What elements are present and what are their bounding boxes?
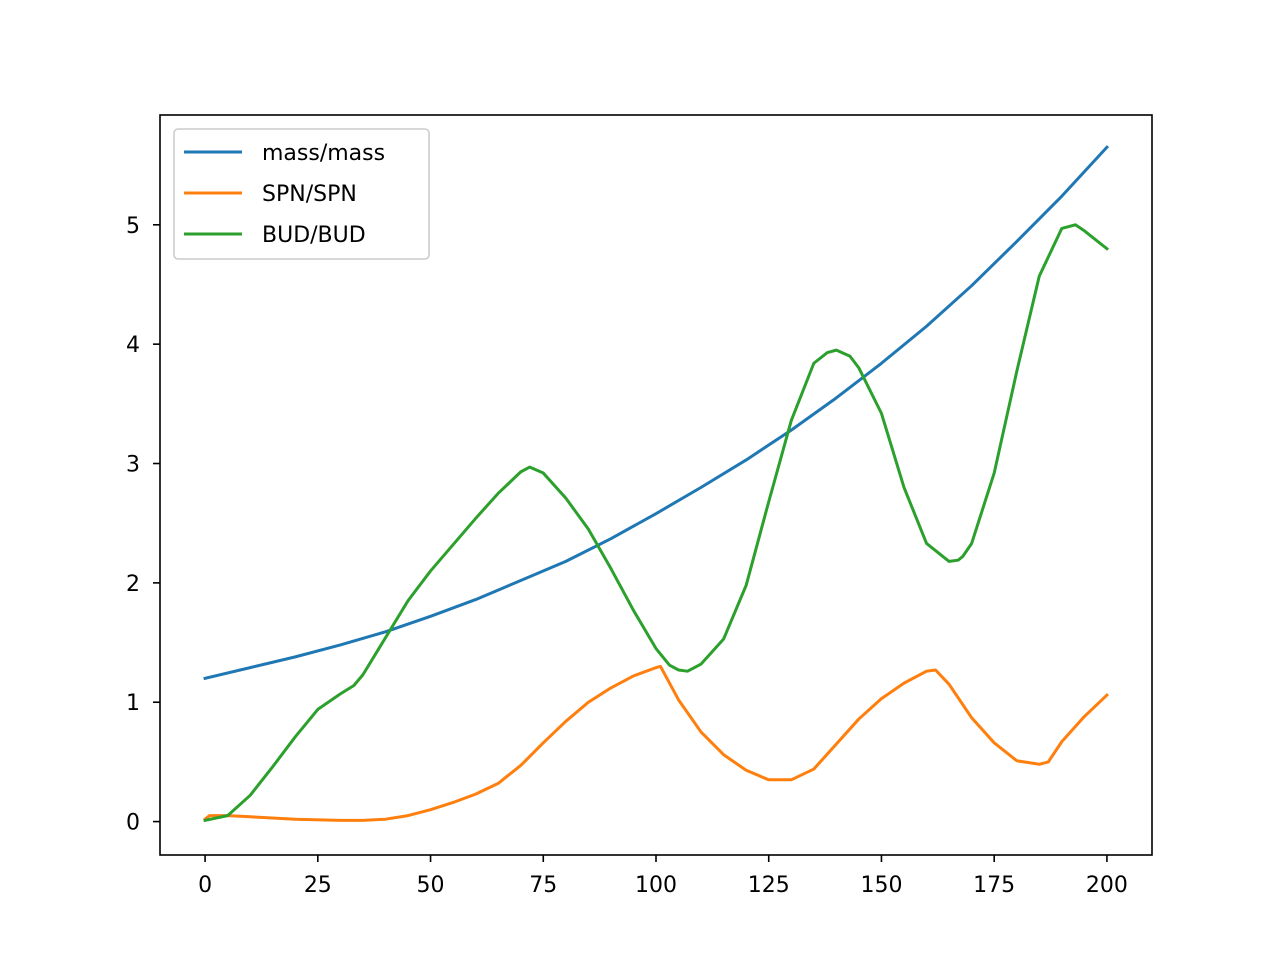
y-tick-label: 1: [126, 691, 140, 716]
y-tick-label: 2: [126, 572, 140, 597]
legend: mass/mass SPN/SPN BUD/BUD: [173, 128, 430, 260]
series-line-2: [203, 223, 1110, 823]
x-tick-label: 0: [198, 873, 212, 898]
x-tick-label: 150: [860, 873, 902, 898]
x-tick-label: 125: [748, 873, 790, 898]
y-tick-label: 5: [126, 214, 140, 239]
legend-label-1: SPN/SPN: [262, 182, 357, 207]
series-line-0: [203, 145, 1110, 681]
legend-label-2: BUD/BUD: [262, 223, 366, 248]
x-tick-label: 175: [973, 873, 1015, 898]
x-tick-label: 75: [529, 873, 557, 898]
series-line-1: [202, 664, 1110, 822]
x-tick-label: 25: [304, 873, 332, 898]
x-tick-label: 50: [417, 873, 445, 898]
axis-layer: 0 25 50 75 100 125 150 175 200 0 1 2 3 4 5: [126, 114, 1153, 898]
series-layer: [202, 145, 1110, 823]
y-tick-label: 3: [126, 453, 140, 478]
y-tick-label: 4: [126, 333, 140, 358]
y-tick-label: 0: [126, 811, 140, 836]
legend-box: [173, 128, 430, 260]
x-tick-label: 100: [635, 873, 677, 898]
legend-label-0: mass/mass: [262, 141, 385, 166]
x-tick-label: 200: [1086, 873, 1128, 898]
